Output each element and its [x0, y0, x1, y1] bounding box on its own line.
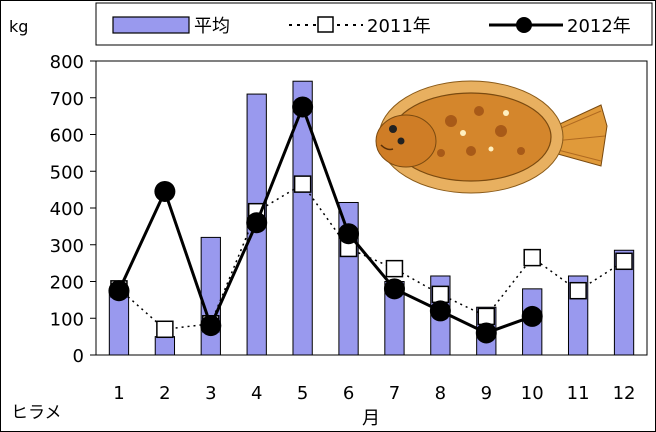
line-2011 [118, 183, 625, 331]
unit-label: kg [9, 17, 28, 36]
point-2012 [246, 212, 268, 234]
point-2011 [615, 252, 633, 271]
y-tick-label: 100 [50, 309, 84, 330]
y-tick-label: 200 [50, 273, 84, 294]
line-2012 [117, 102, 533, 335]
y-tick-label: 500 [50, 162, 84, 183]
point-2011 [293, 175, 312, 193]
point-2012 [429, 300, 451, 322]
legend: 平均 2011年 2012年 [95, 2, 653, 46]
legend-label-avg: 平均 [194, 16, 230, 37]
x-tick-label: 7 [389, 383, 400, 404]
point-2012 [108, 280, 130, 302]
point-2012 [383, 278, 405, 300]
legend-label-2011: 2011年 [367, 16, 431, 37]
y-tick-label: 700 [50, 89, 84, 110]
x-axis-label: 月 [362, 408, 380, 429]
y-tick-label: 300 [50, 236, 84, 257]
point-2011 [385, 259, 404, 278]
x-tick-label: 6 [343, 383, 354, 404]
x-tick-label: 9 [481, 383, 492, 404]
x-tick-label: 12 [613, 383, 636, 404]
point-2011 [156, 320, 174, 339]
legend-swatch-2012-marker [516, 17, 532, 33]
point-2012 [200, 315, 222, 337]
point-2012 [338, 223, 360, 245]
point-2011 [523, 248, 541, 267]
y-tick-label: 800 [50, 52, 84, 73]
x-tick-label: 1 [113, 383, 124, 404]
bar-avg [200, 236, 221, 356]
bar-avg [613, 249, 635, 356]
y-tick-label: 600 [50, 126, 84, 147]
x-tick-label: 10 [521, 383, 544, 404]
x-tick-label: 3 [205, 383, 216, 404]
legend-label-2012: 2012年 [567, 16, 631, 37]
y-tick-label: 400 [50, 199, 84, 220]
x-tick-label: 4 [251, 383, 262, 404]
bar-avg [154, 336, 176, 356]
species-label: ヒラメ [11, 403, 62, 423]
legend-swatch-avg [112, 16, 190, 34]
x-tick-label: 8 [435, 383, 446, 404]
point-2012 [154, 180, 176, 202]
point-2012 [521, 305, 543, 327]
flounder-illustration [375, 80, 608, 194]
point-2012 [292, 96, 314, 118]
x-tick-label: 5 [297, 383, 308, 404]
y-tick-label: 0 [73, 346, 84, 367]
legend-swatch-2011-marker [317, 16, 334, 33]
point-2012 [475, 322, 497, 344]
point-2011 [569, 281, 587, 300]
point-2011 [477, 307, 496, 326]
plot-area [95, 60, 648, 356]
bar-avg [292, 80, 313, 356]
x-tick-label: 2 [159, 383, 170, 404]
point-2011 [431, 285, 450, 304]
x-tick-label: 11 [567, 383, 590, 404]
